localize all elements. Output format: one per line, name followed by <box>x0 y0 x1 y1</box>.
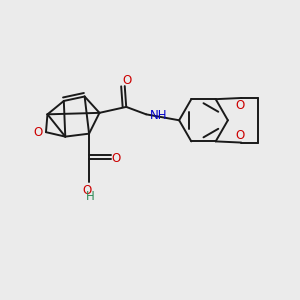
Text: O: O <box>235 99 244 112</box>
Text: O: O <box>33 126 42 139</box>
Text: O: O <box>82 184 91 197</box>
Text: O: O <box>235 129 244 142</box>
Text: H: H <box>86 190 95 203</box>
Text: O: O <box>112 152 121 165</box>
Text: O: O <box>122 74 132 87</box>
Text: NH: NH <box>150 109 167 122</box>
